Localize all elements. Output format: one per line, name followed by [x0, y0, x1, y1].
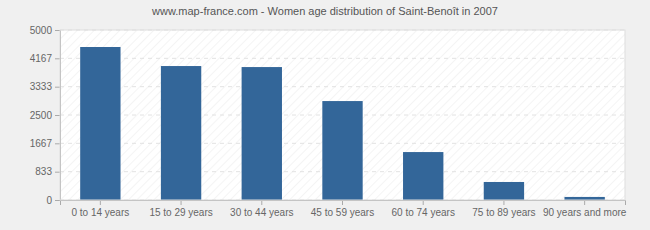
plot-background: [60, 30, 625, 200]
x-axis: 0 to 14 years 15 to 29 years 30 to 44 year…: [61, 200, 627, 218]
y-tick: 0: [46, 195, 60, 206]
y-tick-label: 833: [35, 166, 52, 177]
y-tick-mark: [55, 172, 60, 173]
x-tick: 30 to 44 years: [230, 200, 293, 218]
x-tick: 45 to 59 years: [311, 200, 374, 218]
x-tick-mark: [181, 200, 182, 205]
y-tick-label: 5000: [30, 25, 53, 36]
y-axis: 0 833 1667 2500 3333 4167 5000: [30, 25, 61, 206]
x-tick-mark: [503, 200, 504, 205]
grid-line: [60, 86, 625, 87]
chart: www.map-france.com - Women age distribut…: [0, 0, 650, 230]
y-tick-label: 4167: [30, 53, 53, 64]
x-tick: 0 to 14 years: [71, 200, 129, 218]
x-tick-mark: [261, 200, 262, 205]
x-tick-mark: [584, 200, 585, 205]
x-tick-label: 45 to 59 years: [311, 207, 374, 218]
grid-line: [60, 58, 625, 59]
bar: [322, 101, 362, 200]
x-tick-mark: [423, 200, 424, 205]
plot-frame: [60, 30, 625, 200]
x-tick: 90 years and more: [543, 200, 627, 218]
bar: [161, 66, 201, 200]
x-tick-label: 60 to 74 years: [392, 207, 455, 218]
grid: [60, 30, 625, 200]
x-tick-label: 75 to 89 years: [472, 207, 535, 218]
y-tick-mark: [55, 143, 60, 144]
x-tick-label: 90 years and more: [543, 207, 627, 218]
bar: [484, 182, 524, 200]
y-tick: 1667: [30, 138, 60, 149]
y-tick-label: 3333: [30, 81, 53, 92]
bar: [242, 67, 282, 200]
x-tick: 60 to 74 years: [392, 200, 455, 218]
y-tick-label: 0: [46, 195, 52, 206]
plot: 0 833 1667 2500 3333 4167 5000 0 to 14 years 15 …: [30, 25, 627, 218]
title: www.map-france.com - Women age distribut…: [151, 5, 498, 17]
bars: [80, 47, 605, 200]
x-tick-label: 0 to 14 years: [71, 207, 129, 218]
y-tick-mark: [55, 200, 60, 201]
y-tick-mark: [55, 30, 60, 31]
y-tick: 2500: [30, 110, 60, 121]
x-tick-mark: [100, 200, 101, 205]
bar: [80, 47, 120, 200]
y-tick: 4167: [30, 53, 60, 64]
x-tick-label: 30 to 44 years: [230, 207, 293, 218]
y-tick-mark: [55, 58, 60, 59]
x-tick: 15 to 29 years: [149, 200, 212, 218]
y-tick: 5000: [30, 25, 60, 36]
y-tick: 3333: [30, 81, 60, 92]
y-tick-label: 2500: [30, 110, 53, 121]
x-tick: 75 to 89 years: [472, 200, 535, 218]
y-tick-mark: [55, 115, 60, 116]
x-tick-label: 15 to 29 years: [149, 207, 212, 218]
bar: [403, 152, 443, 200]
x-tick-mark: [342, 200, 343, 205]
y-tick-label: 1667: [30, 138, 53, 149]
x-axis-line: [61, 201, 626, 206]
y-tick: 833: [35, 166, 60, 177]
y-tick-mark: [55, 87, 60, 88]
